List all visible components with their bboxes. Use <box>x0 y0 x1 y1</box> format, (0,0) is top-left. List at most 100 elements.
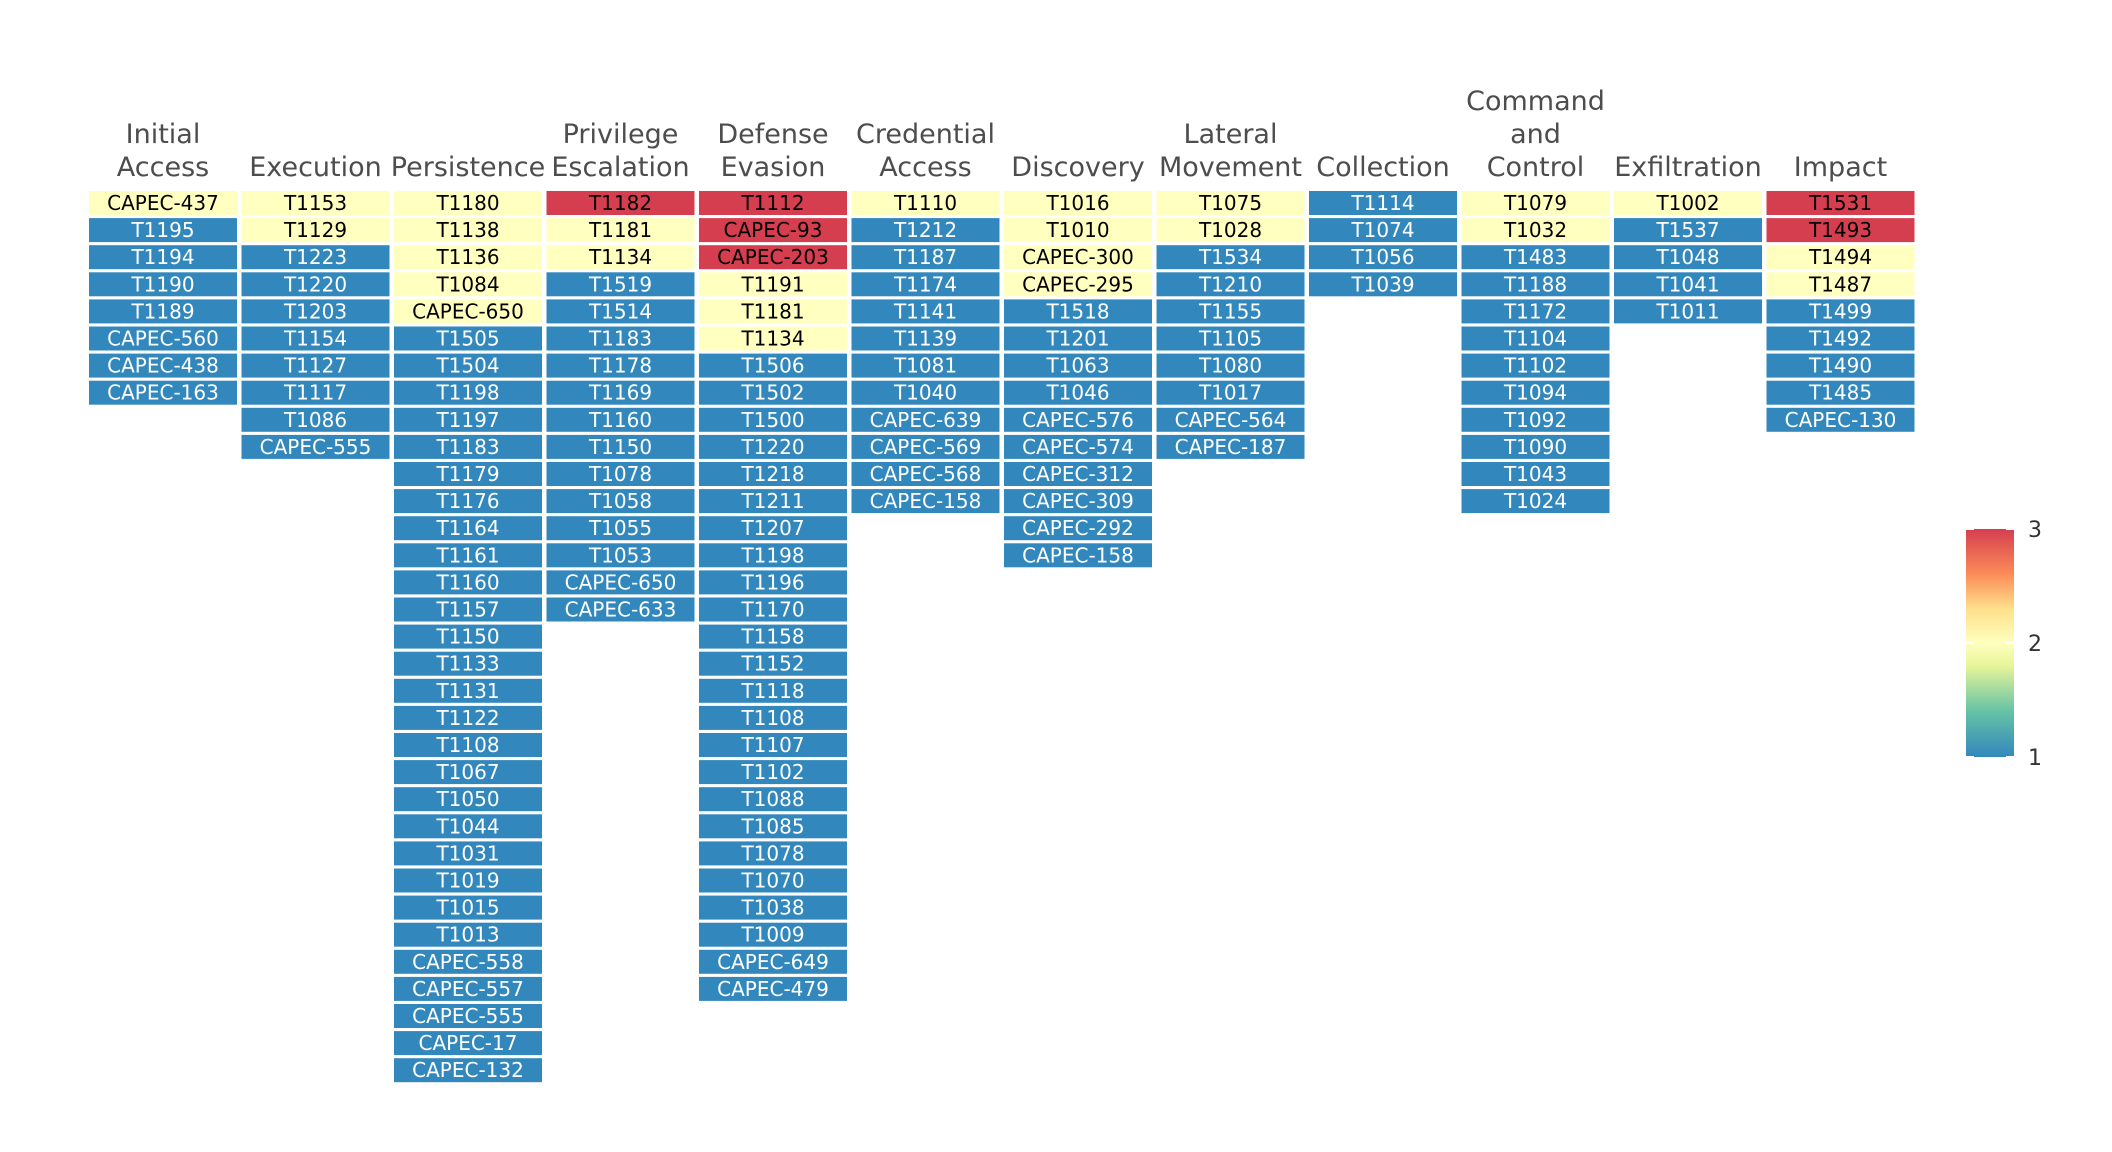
technique-cell <box>394 678 542 703</box>
technique-label: T1178 <box>588 354 652 378</box>
technique-cell <box>851 218 1000 243</box>
technique-cell <box>394 570 542 595</box>
technique-label: T1013 <box>435 923 499 947</box>
technique-cell <box>699 407 847 432</box>
technique-label: T1161 <box>435 543 499 567</box>
technique-label: T1056 <box>1350 245 1414 269</box>
technique-cell <box>394 976 542 1001</box>
technique-label: CAPEC-576 <box>1022 408 1134 432</box>
technique-cell <box>394 868 542 893</box>
technique-label: T1081 <box>893 354 957 378</box>
technique-label: T1079 <box>1503 191 1567 215</box>
technique-cell <box>546 272 695 297</box>
technique-cell <box>394 299 542 324</box>
technique-cell <box>1004 299 1152 324</box>
technique-cell <box>699 733 847 757</box>
technique-cell <box>1614 272 1762 297</box>
technique-label: T1048 <box>1655 245 1719 269</box>
legend-tick-label: 2 <box>2028 632 2042 657</box>
technique-cell <box>699 760 847 785</box>
technique-label: T1009 <box>740 923 804 947</box>
technique-label: CAPEC-555 <box>412 1004 524 1028</box>
technique-label: CAPEC-93 <box>724 218 823 242</box>
technique-label: T1181 <box>588 218 652 242</box>
technique-cells: CAPEC-437 T1195 T1194 T1190 T1189 CAPEC-560 CA… <box>89 191 1915 1083</box>
tactic-title-line: Discovery <box>1011 152 1144 183</box>
technique-label: CAPEC-300 <box>1022 245 1134 269</box>
technique-cell <box>699 218 847 243</box>
technique-label: T1220 <box>283 272 347 296</box>
technique-label: T1188 <box>1503 272 1567 296</box>
technique-cell <box>546 299 695 324</box>
technique-cell <box>1156 353 1305 378</box>
technique-label: T1150 <box>588 435 652 459</box>
technique-label: T1086 <box>283 408 347 432</box>
technique-label: T1153 <box>283 191 347 215</box>
technique-label: T1183 <box>588 327 652 351</box>
technique-cell <box>1004 543 1152 568</box>
technique-cell <box>394 434 542 459</box>
technique-label: T1136 <box>435 245 499 269</box>
technique-cell <box>1156 191 1305 215</box>
technique-cell <box>699 489 847 514</box>
technique-label: T1504 <box>435 354 499 378</box>
technique-cell <box>1766 245 1915 270</box>
technique-label: T1010 <box>1045 218 1109 242</box>
technique-cell <box>1766 326 1915 351</box>
technique-label: T1046 <box>1045 381 1109 405</box>
technique-cell <box>394 705 542 730</box>
technique-label: T1032 <box>1503 218 1567 242</box>
technique-cell <box>1156 245 1305 270</box>
technique-cell <box>1156 326 1305 351</box>
technique-label: T1117 <box>283 381 347 405</box>
technique-label: T1107 <box>740 733 804 757</box>
technique-cell <box>1461 462 1610 486</box>
technique-label: CAPEC-558 <box>412 950 524 974</box>
technique-cell <box>394 814 542 839</box>
technique-label: T1078 <box>588 462 652 486</box>
technique-label: T1181 <box>740 299 804 323</box>
technique-cell <box>699 299 847 324</box>
technique-cell <box>1004 434 1152 459</box>
technique-cell <box>699 570 847 595</box>
technique-cell <box>851 272 1000 297</box>
technique-label: T1044 <box>435 814 499 838</box>
technique-cell <box>699 678 847 703</box>
technique-cell <box>1766 380 1915 405</box>
technique-label: CAPEC-557 <box>412 977 524 1001</box>
tactic-title-line: Access <box>117 152 209 183</box>
technique-cell <box>699 597 847 622</box>
technique-cell <box>851 380 1000 405</box>
technique-cell <box>546 218 695 243</box>
technique-cell <box>394 245 542 270</box>
technique-label: T1016 <box>1045 191 1109 215</box>
technique-label: T1158 <box>740 625 804 649</box>
technique-cell <box>1004 326 1152 351</box>
technique-cell <box>1309 218 1457 243</box>
technique-label: T1485 <box>1808 381 1872 405</box>
technique-cell <box>699 516 847 541</box>
technique-cell <box>394 353 542 378</box>
technique-cell <box>1766 407 1915 432</box>
technique-cell <box>546 543 695 568</box>
technique-label: T1483 <box>1503 245 1567 269</box>
technique-cell <box>546 353 695 378</box>
tactic-title-line: Lateral <box>1184 119 1278 150</box>
technique-label: T1088 <box>740 787 804 811</box>
technique-label: T1487 <box>1808 272 1872 296</box>
technique-label: T1028 <box>1198 218 1262 242</box>
tactic-title: Discovery <box>1011 152 1144 183</box>
technique-label: CAPEC-187 <box>1175 435 1287 459</box>
technique-label: T1067 <box>435 760 499 784</box>
technique-label: T1114 <box>1350 191 1414 215</box>
technique-label: CAPEC-132 <box>412 1058 524 1082</box>
technique-label: CAPEC-312 <box>1022 462 1134 486</box>
technique-label: T1534 <box>1198 245 1262 269</box>
technique-cell <box>1614 191 1762 215</box>
technique-label: T1531 <box>1808 191 1872 215</box>
technique-cell <box>546 245 695 270</box>
technique-cell <box>394 1031 542 1056</box>
technique-label: CAPEC-130 <box>1785 408 1897 432</box>
technique-label: T1090 <box>1503 435 1567 459</box>
technique-cell <box>1461 191 1610 215</box>
